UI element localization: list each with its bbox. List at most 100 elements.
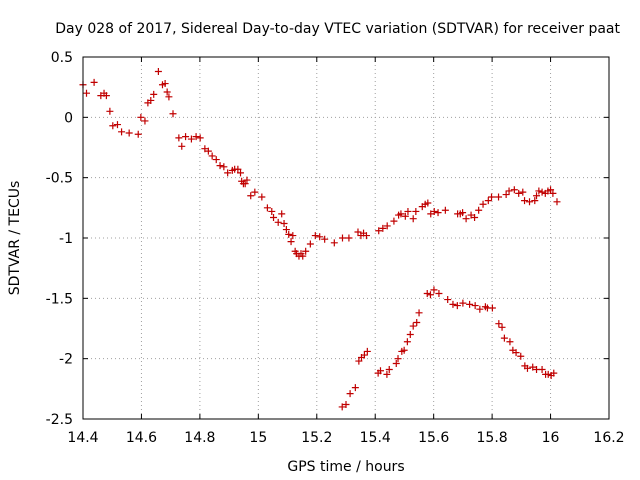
data-point <box>178 142 186 150</box>
data-point <box>360 351 368 359</box>
grid-lines <box>83 57 609 419</box>
x-tick-label: 16 <box>542 430 560 446</box>
data-point <box>150 90 158 98</box>
data-point <box>500 334 508 342</box>
data-point <box>251 188 259 196</box>
data-point <box>182 133 190 141</box>
data-point <box>506 338 514 346</box>
data-point <box>475 206 483 214</box>
data-point <box>385 366 393 374</box>
plot-frame <box>82 56 610 420</box>
y-tick-label: -1.5 <box>46 291 73 307</box>
y-tick-label: 0.5 <box>51 50 73 66</box>
data-point <box>512 349 520 357</box>
x-tick-label: 16.2 <box>593 430 624 446</box>
data-point <box>247 192 255 200</box>
data-point <box>519 188 527 196</box>
data-point <box>134 130 142 138</box>
x-tick-label: 14.6 <box>126 430 157 446</box>
data-point <box>321 235 329 243</box>
data-point <box>282 226 290 234</box>
data-point <box>175 134 183 142</box>
data-point <box>302 247 310 255</box>
data-point <box>274 218 282 226</box>
data-point <box>163 88 171 96</box>
data-point <box>263 204 271 212</box>
data-point <box>270 213 278 221</box>
y-tick-label: -2.5 <box>46 412 73 428</box>
data-point <box>404 207 412 215</box>
x-tick-label: 14.8 <box>184 430 215 446</box>
data-point <box>547 186 555 194</box>
data-point <box>363 347 371 355</box>
x-tick-label: 15.8 <box>477 430 508 446</box>
series-track-upper <box>79 67 561 260</box>
data-point <box>523 364 531 372</box>
data-point <box>394 355 402 363</box>
data-point <box>287 238 295 246</box>
data-point <box>549 189 557 197</box>
data-point <box>258 193 266 201</box>
data-point <box>459 209 467 217</box>
data-point <box>285 230 293 238</box>
data-point <box>430 286 438 294</box>
data-point <box>137 113 145 121</box>
data-point <box>502 191 510 199</box>
data-point <box>406 331 414 339</box>
data-point <box>505 187 513 195</box>
data-point <box>316 233 324 241</box>
y-tick-label: -2 <box>59 352 73 368</box>
data-point <box>426 291 434 299</box>
data-point <box>550 369 558 377</box>
data-point <box>409 215 417 223</box>
data-point <box>488 304 496 312</box>
data-point <box>241 180 249 188</box>
y-tick-label: -0.5 <box>46 171 73 187</box>
data-point <box>459 299 467 307</box>
data-point <box>471 213 479 221</box>
data-point <box>390 217 398 225</box>
data-point <box>306 240 314 248</box>
data-point <box>529 363 537 371</box>
y-tick-label: -1 <box>59 231 73 247</box>
data-point <box>90 78 98 86</box>
data-point <box>237 169 245 177</box>
data-point <box>533 192 541 200</box>
x-tick-label: 15 <box>249 430 267 446</box>
data-point <box>243 176 251 184</box>
data-point <box>462 215 470 223</box>
data-point <box>187 135 195 143</box>
data-point <box>538 366 546 374</box>
y-tick-labels: 0.5 0 -0.5 -1 -1.5 -2 -2.5 <box>46 50 73 428</box>
data-point <box>453 302 461 310</box>
y-axis-title: SDTVAR / TECUs <box>7 181 23 296</box>
data-point <box>338 403 346 411</box>
data-point <box>517 352 525 360</box>
data-point <box>375 227 383 235</box>
data-point <box>484 197 492 205</box>
data-point <box>424 199 432 207</box>
data-point <box>427 210 435 218</box>
data-point <box>346 390 354 398</box>
data-point <box>466 300 474 308</box>
data-point <box>280 220 288 228</box>
data-point <box>397 210 405 218</box>
data-point <box>449 300 457 308</box>
x-tick-label: 15.4 <box>360 430 391 446</box>
data-point <box>234 165 242 173</box>
data-point <box>299 252 307 260</box>
data-point <box>154 67 162 75</box>
data-point <box>531 197 539 205</box>
data-point <box>376 367 384 375</box>
data-point <box>434 209 442 217</box>
data-point <box>495 193 503 201</box>
data-point <box>401 212 409 220</box>
data-point <box>102 92 110 100</box>
data-point <box>423 290 431 298</box>
data-point <box>498 323 506 331</box>
data-point <box>330 239 338 247</box>
data-point <box>220 163 228 171</box>
data-point <box>192 133 200 141</box>
data-point <box>106 107 114 115</box>
